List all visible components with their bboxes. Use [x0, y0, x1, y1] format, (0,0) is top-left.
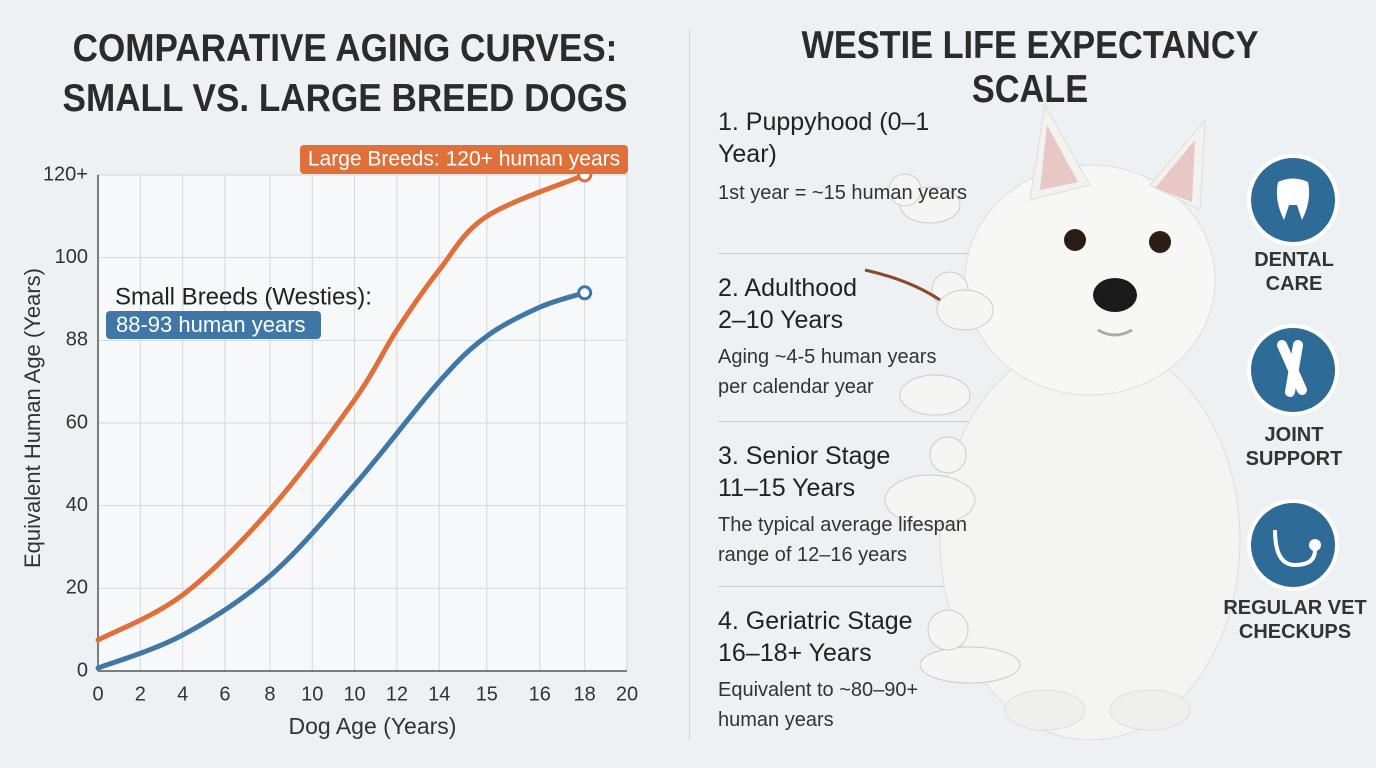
- annotation: Small Breeds (Westies):: [115, 283, 372, 310]
- annotation-box: [300, 145, 628, 174]
- stage-years: 16–18+ Years: [718, 639, 872, 667]
- x-tick-label: 10: [343, 683, 365, 705]
- chart-title: COMPARATIVE AGING CURVES: SMALL VS. LARG…: [62, 27, 628, 120]
- x-tick-label: 6: [219, 683, 230, 705]
- chart: 0 2 4 6 8 10 10 12 14 15 16 18 20 0 20 40 60 88 100 120+ Dog…: [20, 145, 638, 739]
- x-tick-label: 8: [264, 683, 275, 705]
- care-label: JOINT SUPPORT: [1245, 424, 1343, 470]
- stage-years: 11–15 Years: [718, 474, 856, 502]
- separator: [718, 586, 980, 587]
- x-tick-label: 18: [574, 683, 596, 705]
- x-tick-label: 20: [616, 683, 638, 705]
- big-dog: [939, 103, 1241, 740]
- stage: 3. Senior Stage 11–15 Years The typical av…: [718, 440, 968, 570]
- stage-description: Aging ~4-5 human years per calendar year: [718, 346, 937, 398]
- x-tick-label: 14: [428, 683, 450, 705]
- end-marker: [577, 285, 593, 301]
- care-label: REGULAR VET CHECKUPS: [1223, 597, 1367, 643]
- x-tick-label: 2: [135, 683, 146, 705]
- x-tick-label: 0: [92, 683, 103, 705]
- line: [95, 290, 588, 671]
- x-tick-label: 16: [529, 683, 551, 705]
- stage-description: 1st year = ~15 human years: [718, 182, 968, 204]
- leash: [864, 268, 941, 302]
- stage: 1. Puppyhood (0–1 Year) 1st year = ~15 hu…: [718, 106, 978, 208]
- care-label: DENTAL CARE: [1254, 249, 1334, 295]
- x-axis-label: Dog Age (Years): [289, 713, 457, 739]
- x-tick-label: 10: [301, 683, 323, 705]
- y-tick-label: 120+: [43, 163, 88, 185]
- stage: 4. Geriatric Stage 16–18+ Years Equivalent…: [718, 605, 948, 735]
- stage-title: 2. Adulthood: [718, 274, 858, 302]
- stage-description: The typical average lifespan range of 12…: [718, 514, 968, 566]
- x-tick-label: 12: [386, 683, 408, 705]
- small-dogs: [884, 173, 1021, 684]
- x-tick-label: 15: [476, 683, 498, 705]
- separator: [718, 421, 980, 422]
- divider: [689, 30, 690, 740]
- y-axis-label: Equivalent Human Age (Years): [20, 268, 45, 568]
- y-tick-label: 60: [66, 411, 88, 433]
- y-tick-label: 40: [66, 494, 88, 516]
- stage-title: 3. Senior Stage: [718, 442, 891, 470]
- stage-title: 1. Puppyhood (0–1 Year): [718, 108, 930, 168]
- stage-description: Equivalent to ~80–90+ human years: [718, 679, 919, 731]
- stage-years: 2–10 Years: [718, 306, 844, 334]
- y-tick-label: 88: [66, 329, 88, 351]
- x-tick-label: 4: [177, 683, 188, 705]
- y-tick-label: 20: [66, 577, 88, 599]
- annotation: Large Breeds: 120+ human years: [308, 148, 620, 171]
- y-tick-label: 0: [77, 659, 88, 681]
- annotation: 88-93 human years: [116, 312, 306, 337]
- care-icons: [1247, 154, 1339, 591]
- separator: [718, 253, 980, 254]
- stage: 2. Adulthood 2–10 Years Aging ~4-5 human y…: [718, 272, 948, 402]
- annotation-box: [106, 311, 321, 339]
- panel-title: WESTIE LIFE EXPECTANCY SCALE: [801, 24, 1259, 111]
- stage-title: 4. Geriatric Stage: [718, 607, 913, 635]
- illustrations: [864, 103, 1339, 740]
- y-tick-label: 100: [55, 246, 88, 268]
- line: [95, 172, 588, 643]
